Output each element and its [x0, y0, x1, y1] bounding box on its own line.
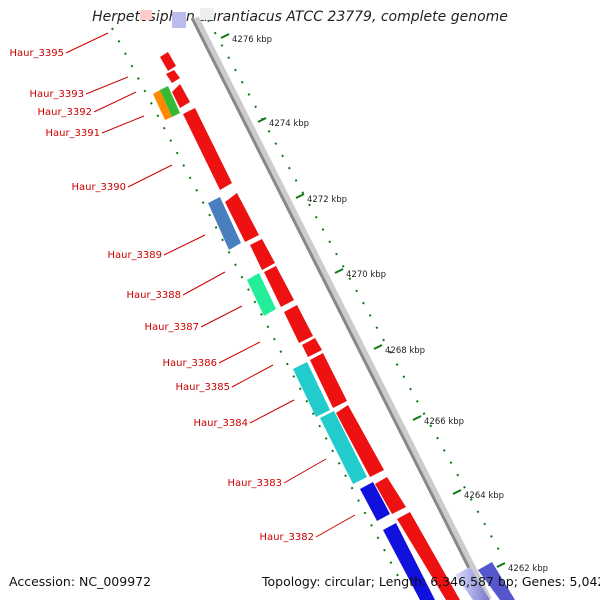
top-faded-grey-feature — [200, 8, 214, 20]
cds-forward-3390 — [183, 108, 232, 190]
gene-label[interactable]: Haur_3395 — [9, 48, 64, 59]
gene-label-leader — [218, 341, 261, 364]
gene-label[interactable]: Haur_3384 — [193, 418, 248, 429]
cds-faded-feature-bottom — [455, 567, 490, 600]
outer-dotted-ring — [207, 19, 501, 553]
backbone-shadow — [191, 16, 492, 600]
cds-forward-3393 — [166, 70, 180, 83]
accession-text: Accession: NC_009972 — [9, 574, 152, 589]
cds-forward-3385 — [310, 353, 347, 408]
kbp-tick-mark — [257, 117, 267, 123]
gene-label-leader — [182, 271, 226, 296]
kbp-tick-label: 4262 kbp — [508, 564, 548, 574]
cds-forward-3387b — [284, 305, 313, 343]
tick-layer: 4276 kbp 4274 kbp 4272 kbp 4270 kbp 4268 kbp… — [220, 33, 548, 574]
kbp-tick-label: 4272 kbp — [307, 195, 347, 205]
gene-label-leader — [315, 514, 356, 538]
gene-label[interactable]: Haur_3385 — [175, 382, 230, 393]
kbp-tick-mark — [220, 33, 230, 39]
gene-label[interactable]: Haur_3383 — [227, 478, 282, 489]
cds-reverse-3383 — [360, 482, 390, 521]
top-faded-feature — [140, 10, 152, 20]
gene-label[interactable]: Haur_3388 — [126, 290, 181, 301]
gene-label-leader — [93, 91, 137, 113]
gene-label[interactable]: Haur_3387 — [144, 322, 199, 333]
cds-springgreen-3388 — [247, 273, 276, 316]
kbp-tick-mark — [373, 344, 383, 350]
gene-label-leader — [85, 76, 129, 95]
cds-forward-3383 — [375, 477, 406, 514]
kbp-tick-label: 4266 kbp — [424, 417, 464, 427]
backbone-line — [190, 17, 487, 600]
genome-summary-text: Topology: circular; Length: 6,346,587 bp… — [262, 574, 600, 589]
gene-label[interactable]: Haur_3389 — [107, 250, 162, 261]
gene-label-leader — [163, 234, 206, 256]
kbp-tick-label: 4274 kbp — [269, 119, 309, 129]
cds-forward-3387a — [264, 266, 294, 307]
kbp-tick-mark — [334, 268, 344, 274]
cds-forward-3395 — [160, 52, 176, 71]
cds-forward-3389 — [225, 193, 259, 242]
kbp-tick-mark — [452, 489, 462, 495]
cds-reverse-bottom — [478, 562, 515, 600]
top-faded-blue-feature — [172, 12, 186, 28]
cds-forward-3391 — [172, 84, 190, 108]
cds-forward-3388 — [250, 239, 275, 270]
cds-cyan-3384 — [320, 411, 367, 484]
kbp-tick-label: 4264 kbp — [464, 491, 504, 501]
gene-label[interactable]: Haur_3392 — [37, 107, 92, 118]
gene-label-leader — [200, 305, 243, 328]
gene-label-layer: Haur_3395 Haur_3393 Haur_3392 Haur_3391 Haur… — [9, 32, 356, 543]
kbp-tick-mark — [496, 562, 506, 568]
gene-label[interactable]: Haur_3382 — [259, 532, 314, 543]
inner-dotted-ring — [111, 27, 401, 581]
gene-label-leader — [283, 458, 327, 484]
gene-label[interactable]: Haur_3393 — [29, 89, 84, 100]
kbp-tick-mark — [412, 415, 422, 421]
gene-label[interactable]: Haur_3391 — [45, 128, 100, 139]
gene-label[interactable]: Haur_3390 — [71, 182, 126, 193]
gene-label-leader — [249, 399, 295, 424]
cds-forward-3386 — [302, 338, 322, 357]
gene-label-leader — [127, 164, 173, 188]
gene-label-leader — [101, 115, 145, 134]
kbp-tick-label: 4268 kbp — [385, 346, 425, 356]
gene-label-leader — [65, 32, 109, 54]
cds-reverse-3382 — [383, 523, 435, 600]
kbp-tick-label: 4270 kbp — [346, 270, 386, 280]
gene-label-leader — [231, 364, 274, 388]
kbp-tick-label: 4276 kbp — [232, 35, 272, 45]
cds-cyan-3385 — [293, 362, 330, 417]
cds-forward-3382 — [397, 512, 460, 600]
cds-forward-3384 — [336, 405, 384, 477]
cds-steelblue-3389 — [208, 197, 241, 250]
kbp-tick-mark — [295, 193, 305, 199]
cds-orange-3392 — [153, 90, 172, 120]
cds-green-3392 — [160, 86, 180, 117]
gene-label[interactable]: Haur_3386 — [162, 358, 217, 369]
